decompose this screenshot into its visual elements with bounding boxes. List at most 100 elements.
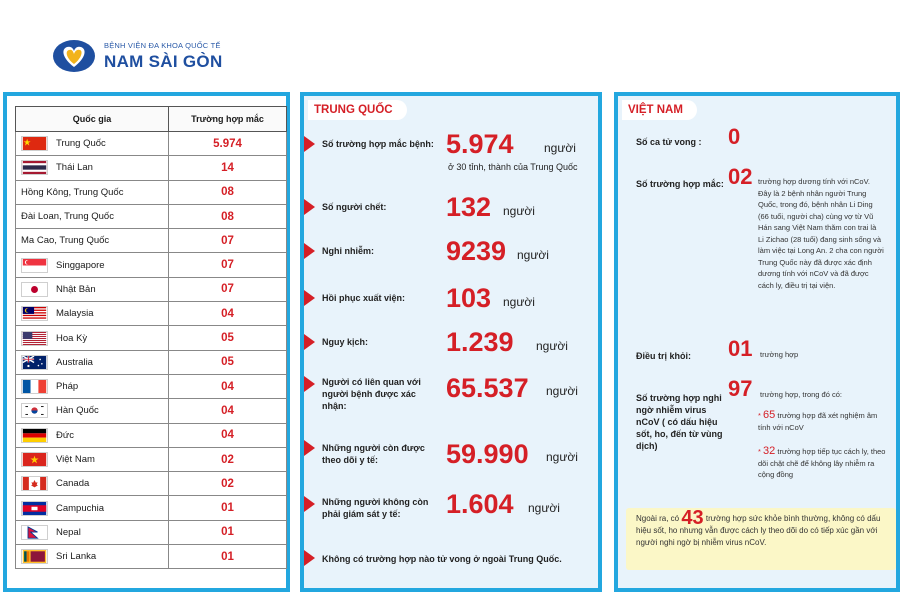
china-footer-note: Không có trường hợp nào tử vong ở ngoài … <box>322 554 562 564</box>
stat-value: 5.974 <box>446 129 514 159</box>
case-count-cell: 07 <box>168 276 287 303</box>
suspected-negative-item: * 65 trường hợp đã xét nghiệm âm tính vớ… <box>758 409 878 432</box>
table-row: Nhật Bản 07 <box>15 276 287 303</box>
table-row: Singgapore 07 <box>15 252 287 278</box>
table-row: Canada 02 <box>15 471 287 497</box>
stat-label: Người có liên quan với người bệnh được x… <box>322 377 421 411</box>
table-row: Hồng Kông, Trung Quốc 08 <box>15 179 287 205</box>
country-cases-table: Quốc gia Trường hợp mắc Trung Quốc 5.974 T… <box>15 106 287 570</box>
stat-label: Những người còn được theo dõi y tế: <box>322 443 425 465</box>
table-header-row: Quốc gia Trường hợp mắc <box>15 106 287 132</box>
table-row: Sri Lanka 01 <box>15 544 287 570</box>
malaysia-flag-icon <box>21 306 48 322</box>
country-cell: Đức <box>15 422 169 448</box>
germany-flag-icon <box>21 427 48 443</box>
country-column-header: Quốc gia <box>15 106 169 132</box>
table-row: Trung Quốc 5.974 <box>15 130 287 157</box>
stat-label: Nguy kịch: <box>322 337 369 347</box>
isolated-count: 32 <box>763 445 776 457</box>
country-name: Australia <box>56 356 93 368</box>
stat-label: Những người không còn phải giám sát y tế… <box>322 497 429 519</box>
sri-lanka-flag-icon <box>21 549 48 565</box>
case-count-cell: 01 <box>168 495 287 521</box>
table-row: Ma Cao, Trung Quốc 07 <box>15 228 287 254</box>
country-name: Singgapore <box>56 259 105 271</box>
thailand-flag-icon <box>21 160 48 176</box>
south-korea-flag-icon <box>21 403 48 419</box>
stat-subtext: ở 30 tỉnh, thành của Trung Quốc <box>448 162 578 172</box>
red-arrow-icon <box>304 290 315 306</box>
note-value: 43 <box>681 507 704 529</box>
japan-flag-icon <box>21 281 48 297</box>
country-cell: Singgapore <box>15 252 169 278</box>
red-arrow-icon <box>304 199 315 215</box>
country-name: Sri Lanka <box>56 551 97 563</box>
country-name: Hàn Quốc <box>56 405 99 417</box>
country-cell: Nepal <box>15 519 169 546</box>
australia-flag-icon <box>21 354 48 370</box>
table-row: Thái Lan 14 <box>15 155 287 181</box>
stat-label: Số người chết: <box>322 202 387 212</box>
table-row: Malaysia 04 <box>15 301 287 327</box>
suspected-unit: trường hợp, trong đó có: <box>760 390 842 399</box>
country-cell: Australia <box>15 349 169 375</box>
recovered-value: 01 <box>728 336 753 361</box>
stat-value: 9239 <box>446 236 507 266</box>
suspected-value: 97 <box>728 376 753 401</box>
country-cell: Trung Quốc <box>15 130 169 157</box>
table-row: Pháp 04 <box>15 373 287 400</box>
red-arrow-icon <box>304 550 315 566</box>
stat-unit: người <box>528 501 560 515</box>
additional-note-box: Ngoài ra, có 43 trường hợp sức khỏe bình… <box>626 508 896 570</box>
recovered-label: Điều trị khỏi: <box>636 351 692 361</box>
country-cell: Thái Lan <box>15 155 169 181</box>
country-name: Nhật Bản <box>56 283 96 295</box>
case-count-cell: 02 <box>168 446 287 473</box>
country-name: Malaysia <box>56 308 94 320</box>
country-name: Nepal <box>56 526 81 538</box>
stat-label: Nghi nhiễm: <box>322 246 374 256</box>
case-count-cell: 04 <box>168 373 287 400</box>
stat-unit: người <box>546 384 578 398</box>
hospital-heart-icon <box>53 40 95 72</box>
note-text: trường hợp sức khỏe bình thường, không c… <box>636 514 881 547</box>
suspected-label: Số trường hợp nghi ngờ nhiễm virus nCoV … <box>636 393 723 451</box>
cases-value: 02 <box>728 164 753 189</box>
country-cell: Hoa Kỳ <box>15 325 169 351</box>
table-row: Đức 04 <box>15 422 287 448</box>
country-table-panel: Quốc gia Trường hợp mắc Trung Quốc 5.974 T… <box>3 92 290 592</box>
nepal-flag-icon <box>21 524 48 540</box>
case-count-cell: 14 <box>168 155 287 181</box>
country-cell: Campuchia <box>15 495 169 521</box>
country-name: Hồng Kông, Trung Quốc <box>21 186 124 198</box>
canada-flag-icon <box>21 476 48 492</box>
cambodia-flag-icon <box>21 500 48 516</box>
country-cell: Đài Loan, Trung Quốc <box>15 203 169 230</box>
suspected-isolated-item: * 32 trường hợp tiếp tục cách ly, theo d… <box>758 445 886 479</box>
country-name: Thái Lan <box>56 162 93 174</box>
cases-description: trường hợp dương tính với nCoV. Đây là 2… <box>758 177 884 290</box>
country-name: Ma Cao, Trung Quốc <box>21 235 110 247</box>
country-cell: Hồng Kông, Trung Quốc <box>15 179 169 205</box>
country-cell: Nhật Bản <box>15 276 169 303</box>
country-name: Đức <box>56 429 74 441</box>
vietnam-flag-icon <box>21 452 48 467</box>
note-prefix: Ngoài ra, có <box>636 514 680 523</box>
case-count-cell: 01 <box>168 544 287 570</box>
additional-note: Ngoài ra, có 43 trường hợp sức khỏe bình… <box>636 508 892 549</box>
hospital-name: NAM SÀI GÒN <box>104 51 223 71</box>
cases-column-header: Trường hợp mắc <box>168 106 287 132</box>
case-count-cell: 5.974 <box>168 130 287 157</box>
table-row: Australia 05 <box>15 349 287 375</box>
country-name: Pháp <box>56 381 79 393</box>
case-count-cell: 05 <box>168 325 287 351</box>
red-arrow-icon <box>304 496 315 512</box>
stat-value: 1.604 <box>446 489 514 519</box>
table-row: Hoa Kỳ 05 <box>15 325 287 351</box>
stat-unit: người <box>544 141 576 155</box>
red-arrow-icon <box>304 376 315 392</box>
stat-value: 103 <box>446 283 492 313</box>
stat-unit: người <box>503 295 535 309</box>
table-row: Việt Nam 02 <box>15 446 287 473</box>
negative-count: 65 <box>763 409 776 421</box>
